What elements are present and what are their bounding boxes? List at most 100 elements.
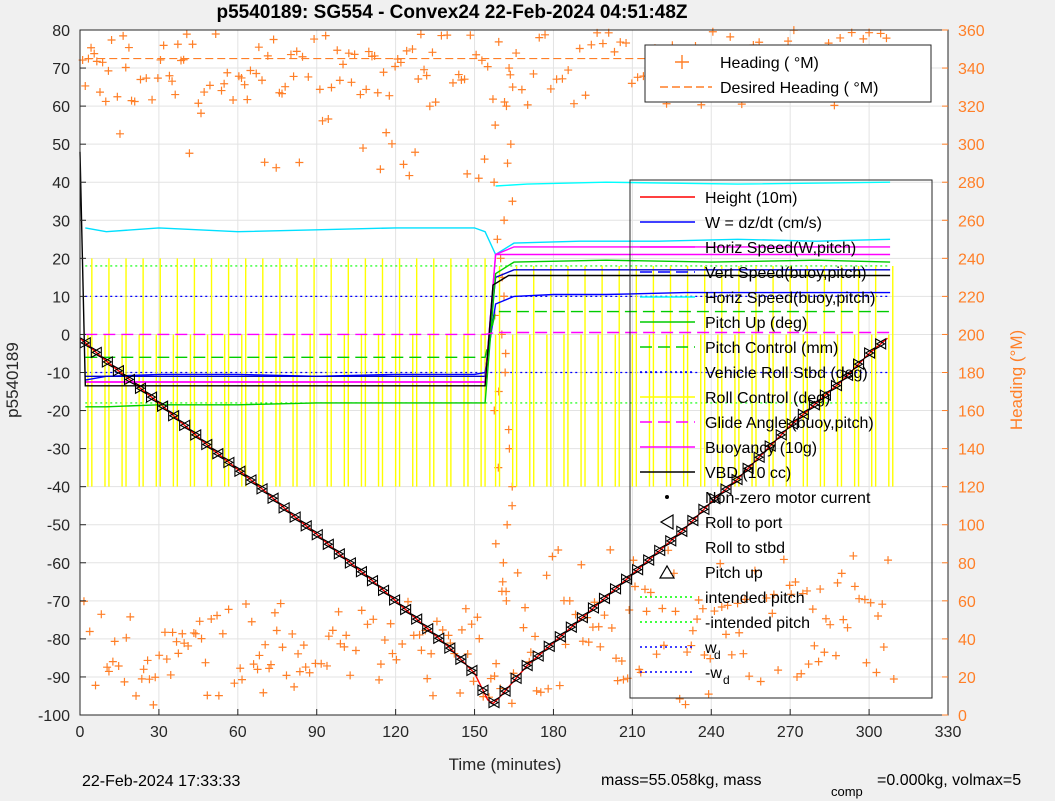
heading-marker	[814, 657, 823, 666]
heading-marker	[382, 128, 391, 137]
heading-marker	[456, 688, 465, 697]
heading-marker	[878, 600, 887, 609]
heading-marker	[211, 30, 220, 39]
y-tick-label-left: -70	[47, 594, 70, 611]
heading-marker	[168, 77, 177, 86]
heading-marker	[143, 656, 152, 665]
heading-marker	[855, 594, 864, 603]
heading-marker	[558, 74, 567, 83]
heading-marker	[346, 671, 355, 680]
y-tick-label-left: -100	[38, 708, 70, 725]
roll-control-spike	[700, 265, 706, 487]
heading-marker	[247, 617, 256, 626]
roll-stbd-marker	[411, 613, 422, 626]
heading-marker	[683, 648, 692, 657]
heading-marker	[375, 675, 384, 684]
heading-marker	[81, 81, 90, 90]
heading-marker	[255, 651, 264, 660]
heading-marker	[501, 349, 510, 358]
y-tick-label-left: -60	[47, 556, 70, 573]
heading-marker	[506, 140, 515, 149]
heading-marker	[467, 620, 476, 629]
heading-marker	[333, 46, 342, 55]
heading-marker	[427, 649, 436, 658]
x-tick-label: 150	[461, 724, 488, 741]
x-tick-label: 120	[382, 724, 409, 741]
x-tick-label: 30	[150, 724, 168, 741]
heading-marker	[415, 630, 424, 639]
roll-stbd-marker	[90, 346, 102, 359]
heading-marker	[693, 615, 702, 624]
roll-stbd-marker	[676, 525, 687, 538]
roll-control-spike	[360, 258, 367, 487]
heading-marker	[490, 672, 499, 681]
x-tick-label: 330	[935, 724, 962, 741]
roll-stbd-marker	[521, 659, 533, 672]
heading-marker	[405, 171, 414, 180]
heading-marker	[399, 160, 408, 169]
heading-marker	[521, 603, 530, 612]
heading-marker	[408, 45, 417, 54]
footer-vol: =0.000kg, volmax=5	[877, 772, 1022, 789]
heading-marker	[288, 629, 297, 638]
legend-main: Height (10m) W = dz/dt (cm/s) Horiz Speed(…	[629, 179, 933, 699]
heading-marker	[700, 650, 709, 659]
heading-marker	[281, 82, 290, 91]
heading-marker	[113, 92, 122, 101]
y-tick-label-left: -20	[47, 404, 70, 421]
heading-marker	[722, 630, 731, 639]
heading-marker	[156, 55, 165, 64]
heading-marker	[223, 68, 232, 77]
heading-marker	[529, 69, 538, 78]
roll-control-spike	[326, 258, 332, 487]
roll-stbd-marker	[212, 447, 223, 460]
heading-marker	[217, 86, 226, 95]
y-tick-label-left: -90	[47, 670, 70, 687]
heading-marker	[328, 626, 337, 635]
heading-marker	[548, 552, 557, 561]
roll-control-spike	[138, 258, 144, 487]
roll-stbd-marker	[709, 492, 721, 505]
heading-marker	[315, 85, 324, 94]
heading-marker	[483, 62, 492, 71]
y-tick-label-left: 80	[52, 23, 70, 40]
legend-main-swatch	[659, 513, 674, 531]
heading-marker	[252, 69, 261, 78]
heading-marker	[270, 608, 279, 617]
heading-marker	[253, 665, 262, 674]
heading-marker	[272, 163, 281, 172]
heading-marker	[490, 406, 499, 415]
heading-marker	[493, 235, 502, 244]
y-tick-label-right: 60	[958, 594, 976, 611]
y-axis-label-left: p5540189	[3, 342, 22, 418]
heading-marker	[830, 101, 839, 110]
heading-marker	[768, 609, 777, 618]
heading-marker	[159, 41, 168, 50]
heading-marker	[490, 178, 499, 187]
heading-marker	[428, 48, 437, 57]
roll-stbd-marker	[245, 474, 257, 486]
roll-stbd-marker	[499, 685, 511, 698]
roll-stbd-marker	[366, 574, 378, 587]
heading-marker	[230, 679, 239, 688]
roll-stbd-marker	[234, 465, 246, 478]
y-tick-label-right: 220	[958, 289, 985, 306]
heading-marker	[480, 155, 489, 164]
heading-marker	[501, 368, 510, 377]
roll-stbd-marker	[389, 593, 400, 606]
heading-marker	[587, 40, 596, 49]
heading-marker	[396, 58, 405, 67]
heading-marker	[269, 35, 278, 44]
x-tick-label: 90	[308, 724, 326, 741]
heading-marker	[196, 109, 205, 118]
roll-stbd-marker	[333, 547, 345, 560]
heading-marker	[874, 612, 883, 621]
heading-marker	[774, 666, 783, 675]
legend-top-label: Heading ( °M)	[720, 55, 819, 72]
roll-control-spike	[871, 265, 877, 487]
heading-marker	[286, 50, 295, 59]
heading-marker	[745, 672, 754, 681]
heading-marker	[278, 89, 287, 98]
heading-marker	[688, 626, 697, 635]
heading-marker	[472, 50, 481, 59]
